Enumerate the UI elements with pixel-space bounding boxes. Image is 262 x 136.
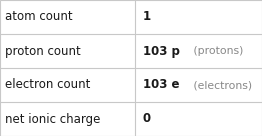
Bar xyxy=(135,0,262,34)
Text: 1: 1 xyxy=(143,10,151,24)
Bar xyxy=(0,34,135,68)
Bar xyxy=(0,102,135,136)
Text: 103 e: 103 e xyxy=(143,78,179,92)
Text: 103 p: 103 p xyxy=(143,44,180,58)
Bar xyxy=(135,102,262,136)
Text: proton count: proton count xyxy=(5,44,81,58)
Text: 0: 0 xyxy=(143,112,151,126)
Bar xyxy=(135,68,262,102)
Text: electron count: electron count xyxy=(5,78,91,92)
Bar xyxy=(0,68,135,102)
Text: atom count: atom count xyxy=(5,10,73,24)
Bar xyxy=(0,0,135,34)
Text: net ionic charge: net ionic charge xyxy=(5,112,101,126)
Text: (protons): (protons) xyxy=(190,46,244,56)
Bar xyxy=(135,34,262,68)
Text: (electrons): (electrons) xyxy=(190,80,252,90)
